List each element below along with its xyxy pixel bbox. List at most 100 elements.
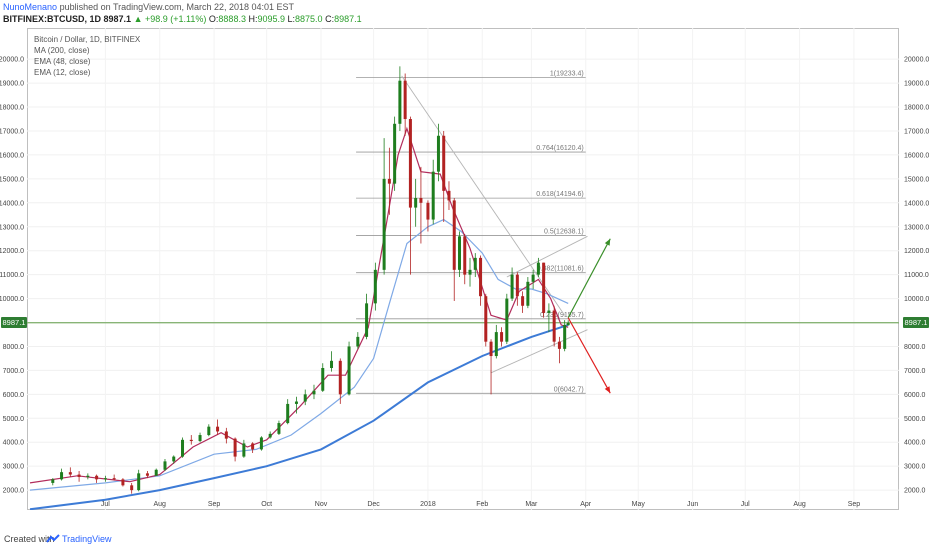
y-tick-label-right: 20000.0 <box>904 57 929 64</box>
publish-info: published on TradingView.com, March 22, … <box>59 2 295 12</box>
y-tick-label-right: 10000.0 <box>904 296 929 303</box>
candle-body <box>121 479 125 486</box>
y-tick-label-left: 11000.0 <box>0 272 24 279</box>
y-tick-label-right: 8000.0 <box>904 344 926 351</box>
y-tick-label-right: 19000.0 <box>904 81 929 88</box>
high-label: H: <box>248 14 258 24</box>
x-tick-label: Mar <box>525 501 538 508</box>
candle-body <box>473 257 477 270</box>
candle-body <box>479 257 483 297</box>
open-value: 8888.3 <box>218 14 246 24</box>
candle-body <box>510 274 514 299</box>
y-tick-label-left: 5000.0 <box>3 416 25 423</box>
candles <box>51 66 570 494</box>
chart-header: NunoMenano published on TradingView.com,… <box>0 0 932 26</box>
candle-body <box>365 303 369 337</box>
candle-body <box>103 478 107 480</box>
candle-body <box>68 472 72 475</box>
candle-body <box>382 178 386 270</box>
y-tick-label-right: 16000.0 <box>904 152 929 159</box>
candle-body <box>505 298 509 342</box>
y-tick-label-left: 3000.0 <box>3 464 25 471</box>
x-tick-label: 2018 <box>420 501 436 508</box>
legend-ema48[interactable]: EMA (48, close) <box>34 57 91 66</box>
y-tick-label-left: 13000.0 <box>0 224 24 231</box>
legend-ema12[interactable]: EMA (12, close) <box>34 68 91 77</box>
y-tick-label-right: 17000.0 <box>904 128 929 135</box>
fib-label: 0.618(14194.6) <box>536 191 583 198</box>
x-tick-label: Jul <box>741 501 750 508</box>
x-tick-label: Sep <box>848 501 861 508</box>
lower-trendline <box>490 329 588 374</box>
close-value: 8987.1 <box>334 14 362 24</box>
y-tick-label-right: 6000.0 <box>904 392 926 399</box>
bearish-arrow <box>567 317 611 394</box>
x-tick-label: Aug <box>793 501 806 508</box>
x-tick-label: Sep <box>208 501 221 508</box>
chart-pane[interactable] <box>27 28 899 510</box>
candle-body <box>233 438 237 457</box>
candle-body <box>468 269 472 275</box>
candle-body <box>356 336 360 347</box>
y-tick-label-right: 2000.0 <box>904 488 926 495</box>
candle-body <box>393 123 397 184</box>
x-tick-label: Dec <box>367 501 380 508</box>
candle-body <box>436 135 440 172</box>
x-tick-label: Aug <box>153 501 166 508</box>
y-tick-label-right: 12000.0 <box>904 248 929 255</box>
upper-channel-line <box>506 235 588 278</box>
candle-body <box>457 236 461 270</box>
candle-body <box>387 178 391 184</box>
legend-ma200[interactable]: MA (200, close) <box>34 46 90 55</box>
bearish-arrow-head <box>604 386 611 394</box>
footer: Created with TradingView <box>0 528 932 550</box>
candle-body <box>536 262 540 275</box>
candle-body <box>526 281 530 306</box>
last-price-tag-right: 8987.1 <box>903 317 929 329</box>
candle-body <box>566 322 570 326</box>
legend-title: Bitcoin / Dollar, 1D, BITFINEX <box>34 35 141 44</box>
y-tick-label-right: 3000.0 <box>904 464 926 471</box>
candle-body <box>521 296 525 306</box>
y-tick-label-right: 13000.0 <box>904 224 929 231</box>
left-price-axis: 2000.0 3000.0 4000.0 5000.0 6000.0 7000.0 8000… <box>0 57 24 495</box>
candle-body <box>484 296 488 342</box>
fib-label: 0.236(9155.7) <box>540 312 584 319</box>
candle-body <box>494 332 498 357</box>
x-tick-label: Jul <box>101 501 110 508</box>
candle-body <box>431 171 435 220</box>
publish-line: NunoMenano published on TradingView.com,… <box>3 1 294 13</box>
candle-body <box>463 236 467 275</box>
grid-lines <box>27 28 899 510</box>
y-tick-label-left: 16000.0 <box>0 152 24 159</box>
candle-body <box>51 479 55 483</box>
candle-body <box>163 461 167 470</box>
y-tick-label-right: 11000.0 <box>904 272 929 279</box>
x-tick-label: Oct <box>261 501 272 508</box>
candle-body <box>426 202 430 220</box>
price-change: +98.9 (+1.11%) <box>145 14 207 24</box>
y-tick-label-left: 14000.0 <box>0 200 24 207</box>
candle-body <box>224 431 228 439</box>
candle-body <box>398 80 402 124</box>
y-tick-label-right: 14000.0 <box>904 200 929 207</box>
candle-body <box>419 198 423 203</box>
x-tick-label: Nov <box>315 501 328 508</box>
candle-body <box>531 274 535 282</box>
tradingview-logo-icon <box>46 534 60 543</box>
projection-arrows <box>567 238 611 394</box>
tradingview-brand[interactable]: TradingView <box>62 534 112 544</box>
candle-body <box>489 341 493 357</box>
candle-body <box>321 368 325 391</box>
candle-body <box>557 341 561 349</box>
candle-body <box>542 262 546 313</box>
candle-body <box>552 310 556 342</box>
author-link[interactable]: NunoMenano <box>3 2 58 12</box>
indicator-legend: Bitcoin / Dollar, 1D, BITFINEX MA (200, … <box>34 34 140 78</box>
candle-body <box>303 394 307 402</box>
fib-label: 0.764(16120.4) <box>536 145 583 152</box>
ma200-line <box>29 323 569 510</box>
y-tick-label-left: 18000.0 <box>0 105 24 112</box>
created-with-label: Created with <box>4 534 55 544</box>
